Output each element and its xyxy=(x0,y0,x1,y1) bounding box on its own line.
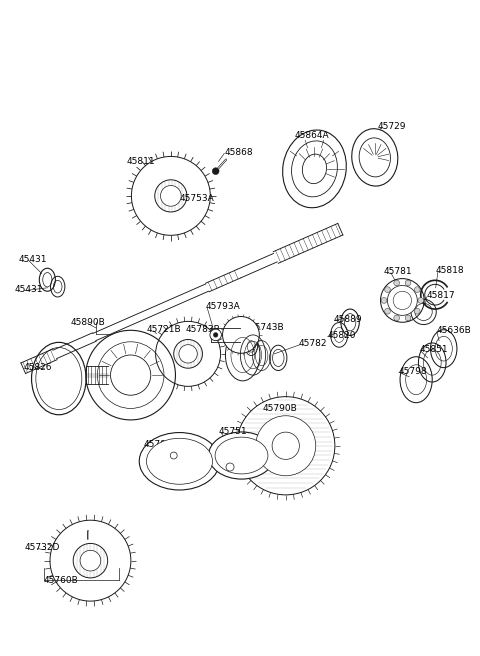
Ellipse shape xyxy=(302,154,326,184)
Circle shape xyxy=(394,280,399,286)
Circle shape xyxy=(256,416,316,476)
Text: 45868: 45868 xyxy=(224,148,253,157)
Text: 45636B: 45636B xyxy=(436,327,471,335)
Circle shape xyxy=(110,355,151,395)
Text: 45732D: 45732D xyxy=(24,543,60,552)
Circle shape xyxy=(226,463,234,471)
Text: 45431: 45431 xyxy=(19,255,47,264)
Circle shape xyxy=(212,168,219,174)
Circle shape xyxy=(80,550,101,571)
Text: 45743B: 45743B xyxy=(250,323,284,333)
Circle shape xyxy=(210,329,221,340)
Text: 45751: 45751 xyxy=(218,427,247,436)
Ellipse shape xyxy=(283,130,346,208)
Text: 45798: 45798 xyxy=(399,367,428,376)
Circle shape xyxy=(384,287,390,293)
Circle shape xyxy=(272,432,300,459)
Circle shape xyxy=(73,543,108,578)
Text: 45818: 45818 xyxy=(435,266,464,275)
Ellipse shape xyxy=(139,432,220,490)
Text: 45864A: 45864A xyxy=(294,131,329,140)
Ellipse shape xyxy=(352,129,398,186)
Polygon shape xyxy=(273,224,343,263)
Circle shape xyxy=(393,291,411,310)
Circle shape xyxy=(381,279,424,322)
Text: 45890B: 45890B xyxy=(71,318,105,327)
Circle shape xyxy=(214,333,218,337)
Text: 45790B: 45790B xyxy=(263,404,298,413)
Polygon shape xyxy=(21,349,57,373)
Circle shape xyxy=(384,308,390,314)
Text: 45760B: 45760B xyxy=(43,576,78,585)
Ellipse shape xyxy=(291,141,337,197)
Text: 45431: 45431 xyxy=(14,285,43,294)
Ellipse shape xyxy=(359,138,390,177)
Text: 45793A: 45793A xyxy=(205,302,240,311)
Circle shape xyxy=(394,315,399,321)
Polygon shape xyxy=(53,333,96,359)
Ellipse shape xyxy=(208,432,275,479)
Circle shape xyxy=(405,280,411,286)
Text: 45889: 45889 xyxy=(334,315,362,324)
Text: 45721B: 45721B xyxy=(147,325,181,334)
Circle shape xyxy=(414,287,420,293)
Circle shape xyxy=(381,298,387,303)
Circle shape xyxy=(155,180,187,212)
Circle shape xyxy=(179,344,197,363)
Text: 45811: 45811 xyxy=(127,157,155,166)
Polygon shape xyxy=(93,284,209,340)
Text: 45753A: 45753A xyxy=(180,194,214,203)
Text: 45851: 45851 xyxy=(420,345,448,354)
Polygon shape xyxy=(205,270,241,292)
Circle shape xyxy=(151,316,226,391)
Circle shape xyxy=(45,515,136,607)
Ellipse shape xyxy=(215,437,268,474)
Circle shape xyxy=(223,316,259,354)
Circle shape xyxy=(387,285,417,316)
Polygon shape xyxy=(237,253,277,278)
Circle shape xyxy=(405,315,411,321)
Circle shape xyxy=(126,151,216,241)
Text: 45820: 45820 xyxy=(327,331,356,340)
Text: 45783B: 45783B xyxy=(185,325,220,334)
Circle shape xyxy=(170,452,177,459)
Text: 45826: 45826 xyxy=(23,363,52,371)
Circle shape xyxy=(160,186,181,206)
Text: 45729: 45729 xyxy=(378,123,406,131)
Circle shape xyxy=(418,298,424,303)
Text: 45817: 45817 xyxy=(427,291,455,300)
Text: 45781: 45781 xyxy=(384,267,412,276)
Circle shape xyxy=(86,331,176,420)
Text: 45782: 45782 xyxy=(299,339,327,348)
Circle shape xyxy=(231,391,340,501)
Circle shape xyxy=(174,340,203,368)
Ellipse shape xyxy=(146,438,213,484)
Text: 45796B: 45796B xyxy=(144,440,179,449)
Circle shape xyxy=(414,308,420,314)
